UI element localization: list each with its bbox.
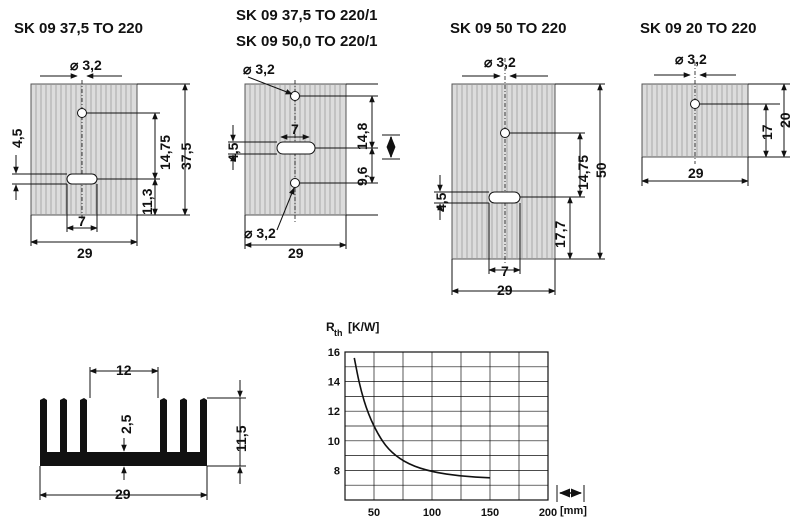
y-tick-label: 16 — [328, 347, 340, 359]
y-axis-label-sub: th — [334, 328, 343, 338]
y-tick-label: 10 — [328, 436, 340, 448]
dim-fin-gap: 12 — [116, 362, 132, 378]
y-axis-label-unit: [K/W] — [348, 320, 379, 334]
thermal-resistance-chart: R th [K/W] 16 14 12 10 8 50 100 150 200 [mm] — [326, 320, 587, 519]
dim-base-thickness: 2,5 — [118, 414, 134, 434]
chart-ticks: 16 14 12 10 8 50 100 150 200 — [328, 347, 557, 519]
heatsink-body — [30, 83, 138, 216]
dim-slot-width: 7 — [78, 213, 86, 229]
rth-curve — [353, 357, 491, 479]
profile-shape — [40, 398, 207, 466]
drawing-title: SK 09 37,5 TO 220 — [14, 20, 143, 37]
dim-slot-to-hole: 9,6 — [354, 166, 370, 186]
dim-height: 37,5 — [178, 143, 194, 170]
y-axis-label-main: R — [326, 320, 335, 334]
fin-lines — [646, 85, 743, 156]
dim-hole-diameter: ⌀ 3,2 — [70, 57, 102, 73]
dim-slot-width: 7 — [291, 121, 299, 137]
dim-hole-to-slot: 14,8 — [354, 123, 370, 150]
y-tick-label: 12 — [328, 406, 340, 418]
dim-slot-width: 7 — [501, 263, 509, 279]
dim-profile-height: 11,5 — [233, 425, 249, 452]
chart-frame — [344, 351, 549, 501]
mounting-hole — [500, 128, 510, 138]
mounting-slot — [66, 173, 98, 185]
drawing-title: SK 09 20 TO 220 — [640, 20, 756, 37]
chart-grid — [344, 351, 549, 501]
dim-profile-width: 29 — [115, 486, 131, 502]
drawing-sk09-50-to220: SK 09 50 TO 220 ⌀ 3,2 14,75 50 17,7 4,5 … — [433, 20, 609, 298]
fin-lines — [35, 85, 132, 214]
mounting-hole-top — [290, 91, 300, 101]
dim-hole-top: ⌀ 3,2 — [243, 61, 275, 77]
profile-cross-section: 12 2,5 11,5 29 — [39, 362, 249, 502]
dim-slot-to-base: 17,7 — [552, 221, 568, 248]
x-tick-label: 100 — [423, 507, 441, 519]
dim-width: 29 — [688, 165, 704, 181]
dim-width: 29 — [77, 245, 93, 261]
dim-hole-to-base: 17 — [759, 124, 775, 140]
mounting-hole-bottom — [290, 178, 300, 188]
mounting-hole — [690, 99, 700, 109]
dim-hole-bottom: ⌀ 3,2 — [244, 225, 276, 241]
dim-hole-diameter: ⌀ 3,2 — [675, 51, 707, 67]
drawing-sk09-20-to220: SK 09 20 TO 220 ⌀ 3,2 17 20 29 — [640, 20, 793, 186]
x-tick-label: 150 — [481, 507, 499, 519]
drawing-sk09-37-5-to220: SK 09 37,5 TO 220 ⌀ 3,2 4,5 14,75 11,3 3… — [9, 20, 194, 261]
x-tick-label: 50 — [368, 507, 380, 519]
x-tick-label: 200 — [539, 507, 557, 519]
drawing-title: SK 09 50 TO 220 — [450, 20, 566, 37]
dim-height: 50 — [593, 162, 609, 178]
dim-hole-to-slot: 14,75 — [157, 135, 173, 170]
dim-slot-to-base: 11,3 — [139, 188, 155, 215]
mounting-slot — [488, 191, 521, 204]
y-tick-label: 8 — [334, 465, 340, 477]
dim-hole-diameter: ⌀ 3,2 — [484, 54, 516, 70]
drawing-title-line-1: SK 09 37,5 TO 220/1 — [236, 7, 377, 24]
dim-slot-height: 4,5 — [433, 192, 449, 212]
mounting-slot — [276, 141, 316, 155]
x-axis-unit: [mm] — [560, 505, 587, 517]
drawing-sk09-to220-1: SK 09 37,5 TO 220/1 SK 09 50,0 TO 220/1 … — [225, 7, 400, 261]
mounting-hole — [77, 108, 87, 118]
dim-hole-to-slot: 14,75 — [575, 155, 591, 190]
fin-lines — [456, 85, 553, 258]
dim-width: 29 — [288, 245, 304, 261]
dim-height: 20 — [777, 112, 793, 128]
drawing-title-line-2: SK 09 50,0 TO 220/1 — [236, 33, 377, 50]
y-tick-label: 14 — [328, 377, 341, 389]
dim-width: 29 — [497, 282, 513, 298]
heatsink-body — [451, 83, 556, 260]
dim-slot-height: 4,5 — [225, 142, 241, 162]
dim-slot-height: 4,5 — [9, 128, 25, 148]
